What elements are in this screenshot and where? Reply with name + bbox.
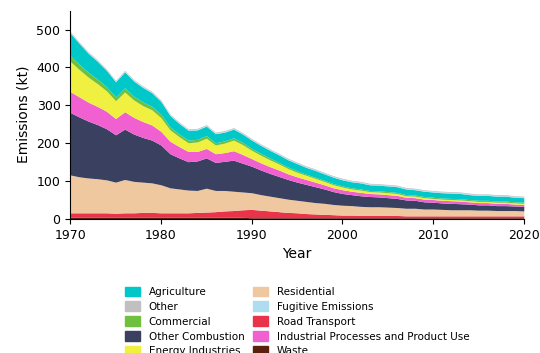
Legend: Agriculture, Other, Commercial, Other Combustion, Energy Industries, Residential: Agriculture, Other, Commercial, Other Co… [125,287,469,353]
X-axis label: Year: Year [282,247,312,261]
Y-axis label: Emissions (kt): Emissions (kt) [17,66,31,163]
